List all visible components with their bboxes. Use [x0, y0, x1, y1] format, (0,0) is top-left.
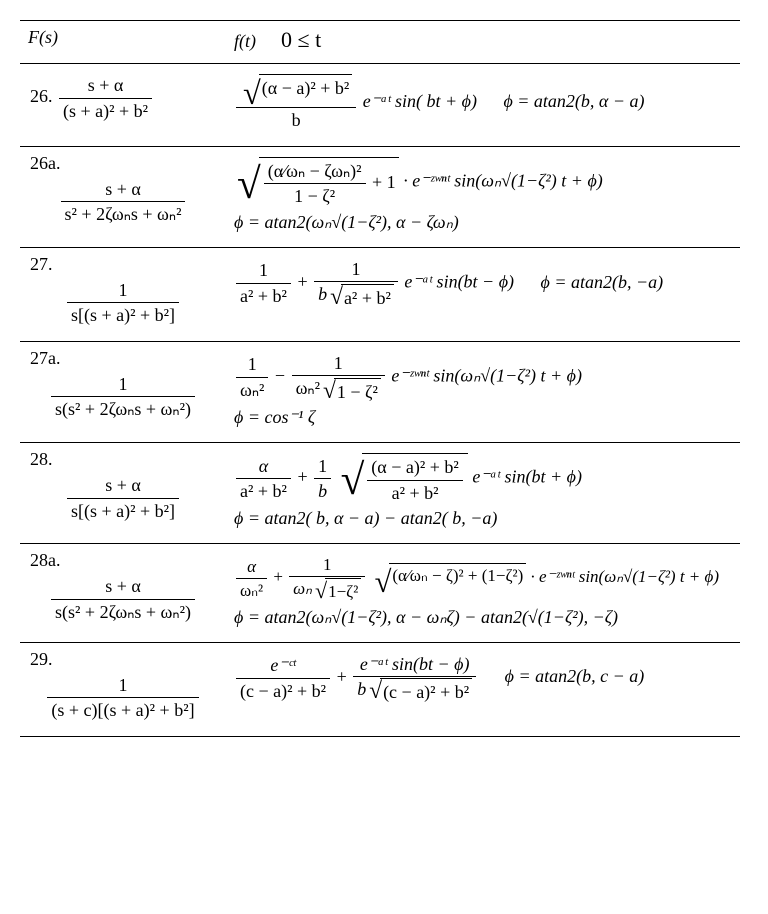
table-row: 28. s + α s[(s + a)² + b²] α a² + b² + 1… — [20, 443, 740, 544]
header-row: F(s) f(t) 0 ≤ t — [20, 21, 740, 64]
header-Fs: F(s) — [20, 21, 226, 64]
ft-expr: α a² + b² + 1 b √ (α − a)² + b² a² + b² … — [234, 453, 732, 504]
phi-def: ϕ = atan2(ωₙ√(1−ζ²), α − ζωₙ) — [234, 212, 732, 233]
entry-number: 28a. — [28, 550, 218, 571]
entry-number: 28. — [28, 449, 218, 470]
Fs-expr: 1 s(s² + 2ζωₙs + ωₙ²) — [51, 373, 195, 421]
ft-expr: 1 a² + b² + 1 b√a² + b² e⁻ᵃᵗ sin(bt − ϕ)… — [234, 258, 732, 309]
entry-number: 26. — [28, 86, 53, 106]
table-row: 29. 1 (s + c)[(s + a)² + b²] e⁻ᶜᵗ (c − a… — [20, 642, 740, 736]
Fs-expr: 1 s[(s + a)² + b²] — [67, 279, 179, 327]
phi-def: ϕ = atan2( b, α − a) − atan2( b, −a) — [234, 508, 732, 529]
table-row: 27. 1 s[(s + a)² + b²] 1 a² + b² + 1 b√a… — [20, 247, 740, 341]
phi-def: ϕ = cos⁻¹ ζ — [234, 407, 732, 428]
entry-number: 29. — [28, 649, 218, 670]
phi-def: ϕ = atan2(ωₙ√(1−ζ²), α − ωₙζ) − atan2(√(… — [234, 607, 732, 628]
table-row: 28a. s + α s(s² + 2ζωₙs + ωₙ²) α ωₙ² + 1… — [20, 544, 740, 643]
laplace-transform-table: F(s) f(t) 0 ≤ t 26. s + α (s + a)² + b² … — [20, 20, 740, 737]
phi-def: ϕ = atan2(b, −a) — [541, 272, 664, 293]
phi-def: ϕ = atan2(b, c − a) — [505, 666, 645, 687]
table-row: 26a. s + α s² + 2ζωₙs + ωₙ² √ (α⁄ωₙ − ζω… — [20, 146, 740, 247]
header-ft: f(t) 0 ≤ t — [226, 21, 740, 64]
ft-expr: α ωₙ² + 1 ωₙ√1−ζ² √(α⁄ωₙ − ζ)² + (1−ζ²) … — [234, 554, 732, 603]
Fs-expr: s + α s[(s + a)² + b²] — [67, 474, 179, 522]
phi-def: ϕ = atan2(b, α − a) — [503, 91, 644, 112]
Fs-expr: s + α (s + a)² + b² — [59, 74, 152, 122]
ft-expr: e⁻ᶜᵗ (c − a)² + b² + e⁻ᵃᵗ sin(bt − ϕ) b√… — [234, 653, 732, 704]
table-row: 26. s + α (s + a)² + b² √(α − a)² + b² b… — [20, 64, 740, 147]
ft-expr: √(α − a)² + b² b e⁻ᵃᵗ sin( bt + ϕ) ϕ = a… — [234, 74, 732, 132]
entry-number: 27. — [28, 254, 218, 275]
Fs-expr: s + α s² + 2ζωₙs + ωₙ² — [61, 178, 186, 226]
table-row: 27a. 1 s(s² + 2ζωₙs + ωₙ²) 1 ωₙ² − 1 ωₙ²… — [20, 341, 740, 442]
Fs-expr: s + α s(s² + 2ζωₙs + ωₙ²) — [51, 575, 195, 623]
entry-number: 26a. — [28, 153, 218, 174]
entry-number: 27a. — [28, 348, 218, 369]
Fs-expr: 1 (s + c)[(s + a)² + b²] — [47, 674, 198, 722]
ft-expr: √ (α⁄ωₙ − ζωₙ)² 1 − ζ² + 1 · e⁻ᶻʷⁿᵗ sin(… — [234, 157, 732, 208]
ft-expr: 1 ωₙ² − 1 ωₙ²√1 − ζ² e⁻ᶻʷⁿᵗ sin(ωₙ√(1−ζ²… — [234, 352, 732, 403]
